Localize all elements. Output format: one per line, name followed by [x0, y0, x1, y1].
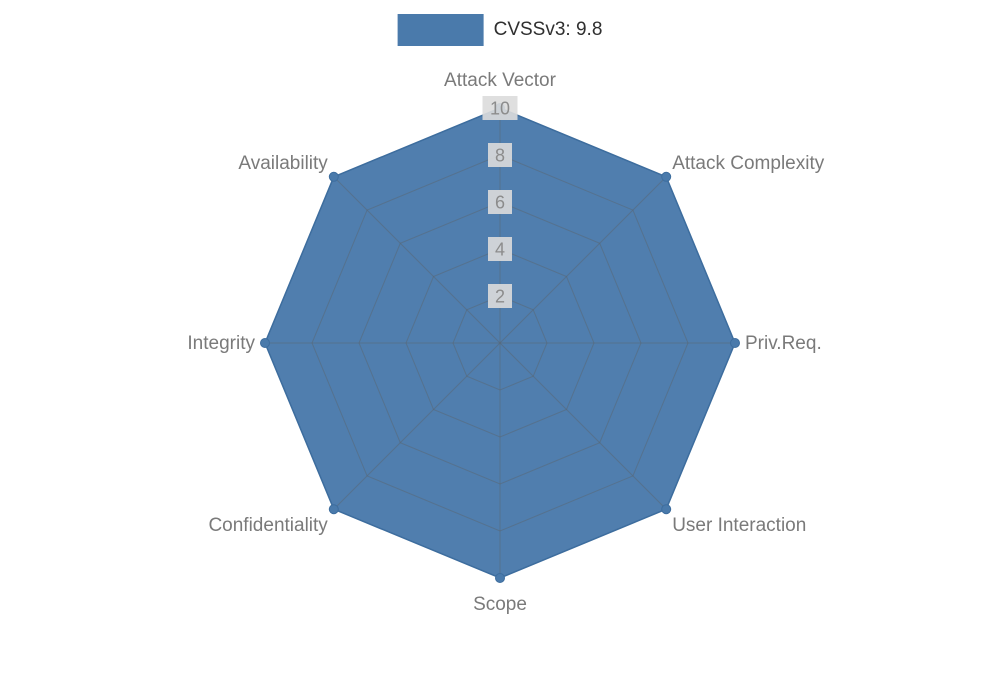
series-vertex-marker	[661, 504, 672, 515]
axis-label: Scope	[473, 594, 527, 615]
series-vertex-marker	[730, 338, 740, 348]
axis-label: Attack Vector	[444, 70, 557, 91]
legend: CVSSv3: 9.8	[397, 14, 603, 46]
series-vertex-marker	[328, 504, 339, 515]
tick-label: 6	[495, 193, 505, 213]
tick-label: 2	[495, 287, 505, 307]
tick-label-box	[488, 190, 512, 214]
legend-label: CVSSv3: 9.8	[493, 19, 603, 40]
axis-label: Attack Complexity	[672, 153, 825, 174]
axis-label: Integrity	[187, 333, 255, 354]
series-vertex-marker	[495, 573, 505, 583]
legend-swatch	[397, 14, 484, 46]
axis-label: Confidentiality	[208, 515, 328, 536]
axis-label: Availability	[238, 153, 328, 174]
tick-label: 8	[495, 146, 505, 166]
axis-spoke	[499, 176, 667, 344]
axis-label: Priv.Req.	[745, 333, 822, 354]
series-vertex-marker	[328, 171, 339, 182]
axis-spoke	[499, 342, 667, 510]
tick-label-box	[488, 284, 512, 308]
tick-label-box	[482, 96, 518, 120]
tick-label-box	[488, 237, 512, 261]
tick-label: 10	[490, 99, 510, 119]
axis-label: User Interaction	[672, 515, 806, 536]
tick-label-box	[488, 143, 512, 167]
axis-spoke	[333, 176, 501, 344]
series-vertex-marker	[260, 338, 270, 348]
series-vertex-marker	[661, 171, 672, 182]
tick-label: 4	[495, 240, 505, 260]
axis-spoke	[333, 342, 501, 510]
